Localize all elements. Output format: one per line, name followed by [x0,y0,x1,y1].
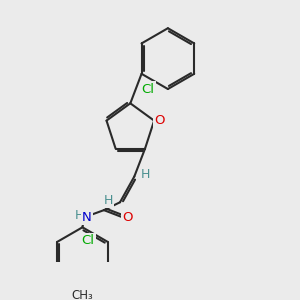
Text: N: N [82,211,92,224]
Text: O: O [122,211,132,224]
Text: H: H [104,194,113,207]
Text: CH₃: CH₃ [72,290,93,300]
Text: H: H [141,168,150,181]
Text: O: O [154,114,165,127]
Text: Cl: Cl [82,234,95,247]
Text: H: H [75,209,84,222]
Text: Cl: Cl [142,82,155,95]
